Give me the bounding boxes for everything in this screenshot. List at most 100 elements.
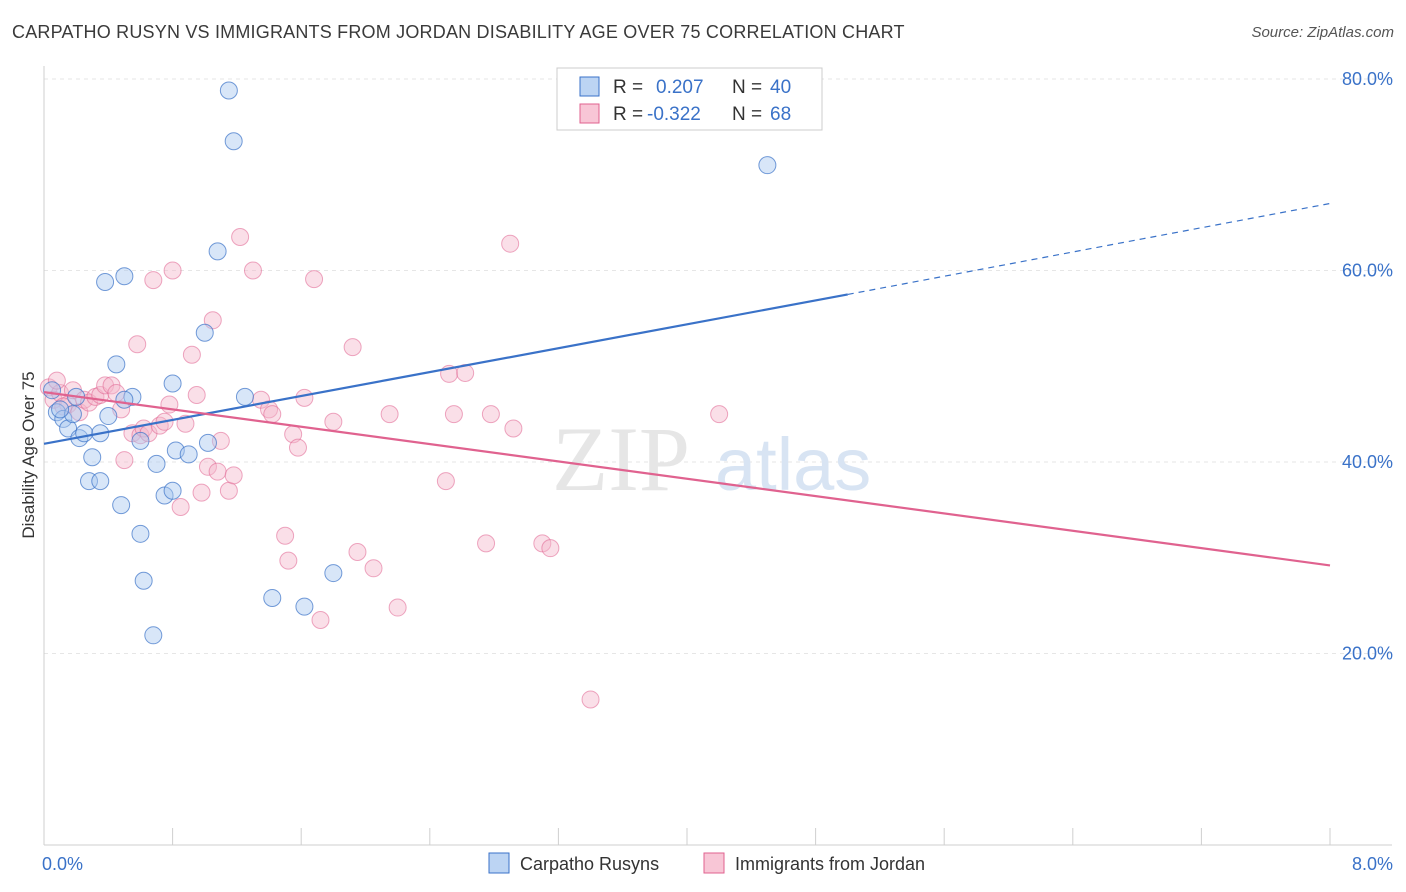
pink-point-30 [198,457,217,476]
pink-point-50 [348,543,367,562]
pink-point-51 [364,559,383,578]
blue-point-28 [219,81,238,100]
y-axis-title: Disability Age Over 75 [19,371,38,538]
blue-point-32 [295,597,314,616]
tick-labels: 20.0% 40.0% 60.0% 80.0% 0.0% 8.0% [42,69,1393,874]
blue-point-29 [224,132,243,151]
blue-point-21 [163,374,182,393]
blue-point-9 [83,448,102,467]
pink-point-47 [311,610,330,629]
pink-point-29 [192,483,211,502]
pink-point-14 [115,451,134,470]
blue-point-24 [179,445,198,464]
blue-point-10 [91,472,110,491]
pink-point-42 [279,551,298,570]
pink-point-63 [541,539,560,558]
blue-point-26 [198,433,217,452]
pink-point-35 [224,466,243,485]
blue-point-11 [96,272,115,291]
blue-point-30 [235,387,254,406]
legend: Carpatho Rusyns Immigrants from Jordan [488,852,925,874]
series-blue-points [43,81,777,645]
y-tick-label-2: 60.0% [1342,261,1393,281]
pink-point-26 [176,414,195,433]
stats-n-value-pink: 68 [770,104,791,125]
blue-point-0 [43,381,62,400]
blue-point-34 [758,156,777,175]
blue-point-2 [54,409,73,428]
stats-n-value-blue: 40 [770,77,791,98]
pink-point-58 [477,534,496,553]
blue-point-22 [163,481,182,500]
trend-line-pink [43,391,1331,567]
chart-title: CARPATHO RUSYN VS IMMIGRANTS FROM JORDAN… [12,22,905,42]
blue-point-14 [115,267,134,286]
pink-point-52 [380,405,399,424]
pink-point-45 [295,388,314,407]
pink-point-37 [243,261,262,280]
pink-point-65 [710,405,729,424]
pink-point-64 [581,690,600,709]
x-tick-label-0: 0.0% [42,854,83,874]
pink-point-39 [260,400,279,419]
watermark-zip: ZIP [552,408,690,510]
stats-swatch-pink [579,103,600,124]
y-tick-label-0: 20.0% [1342,644,1393,664]
pink-point-27 [182,345,201,364]
blue-point-25 [195,323,214,342]
legend-swatch-blue [488,852,510,874]
legend-swatch-pink [703,852,725,874]
pink-point-40 [263,405,282,424]
stats-n-label-pink: N = [732,104,762,125]
trend-lines [43,202,1331,567]
stats-n-label-blue: N = [732,77,762,98]
blue-point-12 [107,355,126,374]
pink-point-24 [163,261,182,280]
y-tick-label-1: 40.0% [1342,452,1393,472]
stats-box: R = 0.207 N = 40 R = -0.322 N = 68 [556,67,823,131]
blue-point-17 [134,571,153,590]
blue-point-38 [115,390,134,409]
pink-point-16 [128,335,147,354]
blue-point-1 [47,403,66,422]
pink-point-53 [388,598,407,617]
pink-point-46 [305,270,324,289]
axes [43,66,1392,846]
pink-point-60 [501,234,520,253]
pink-point-54 [436,472,455,491]
trend-line-blue-dashed [847,202,1331,296]
stats-swatch-blue [579,76,600,97]
stats-r-value-pink: -0.322 [647,104,701,125]
chart-source: Source: ZipAtlas.com [1251,24,1394,41]
y-tick-label-3: 80.0% [1342,69,1393,89]
blue-point-39 [51,400,70,419]
stats-r-label-blue: R = [613,77,643,98]
trend-line-blue [43,293,848,445]
pink-point-20 [144,271,163,290]
pink-point-59 [481,405,500,424]
blue-point-16 [131,524,150,543]
blue-point-35 [131,431,150,450]
pink-point-44 [288,438,307,457]
stats-r-value-blue: 0.207 [656,77,704,98]
pink-point-41 [276,526,295,545]
pink-point-25 [171,498,190,517]
blue-point-27 [208,242,227,261]
blue-point-31 [263,588,282,607]
stats-r-label-pink: R = [613,104,643,125]
pink-point-28 [187,385,206,404]
pink-point-36 [231,227,250,246]
pink-point-32 [208,462,227,481]
pink-point-34 [219,481,238,500]
watermark: ZIP atlas [552,408,871,510]
blue-point-13 [112,496,131,515]
blue-point-33 [324,564,343,583]
legend-label-pink: Immigrants from Jordan [735,854,925,874]
x-tick-label-1: 8.0% [1352,854,1393,874]
pink-point-66 [47,371,66,390]
blue-point-36 [99,407,118,426]
pink-point-49 [343,338,362,357]
blue-point-19 [147,454,166,473]
blue-point-7 [75,424,94,443]
